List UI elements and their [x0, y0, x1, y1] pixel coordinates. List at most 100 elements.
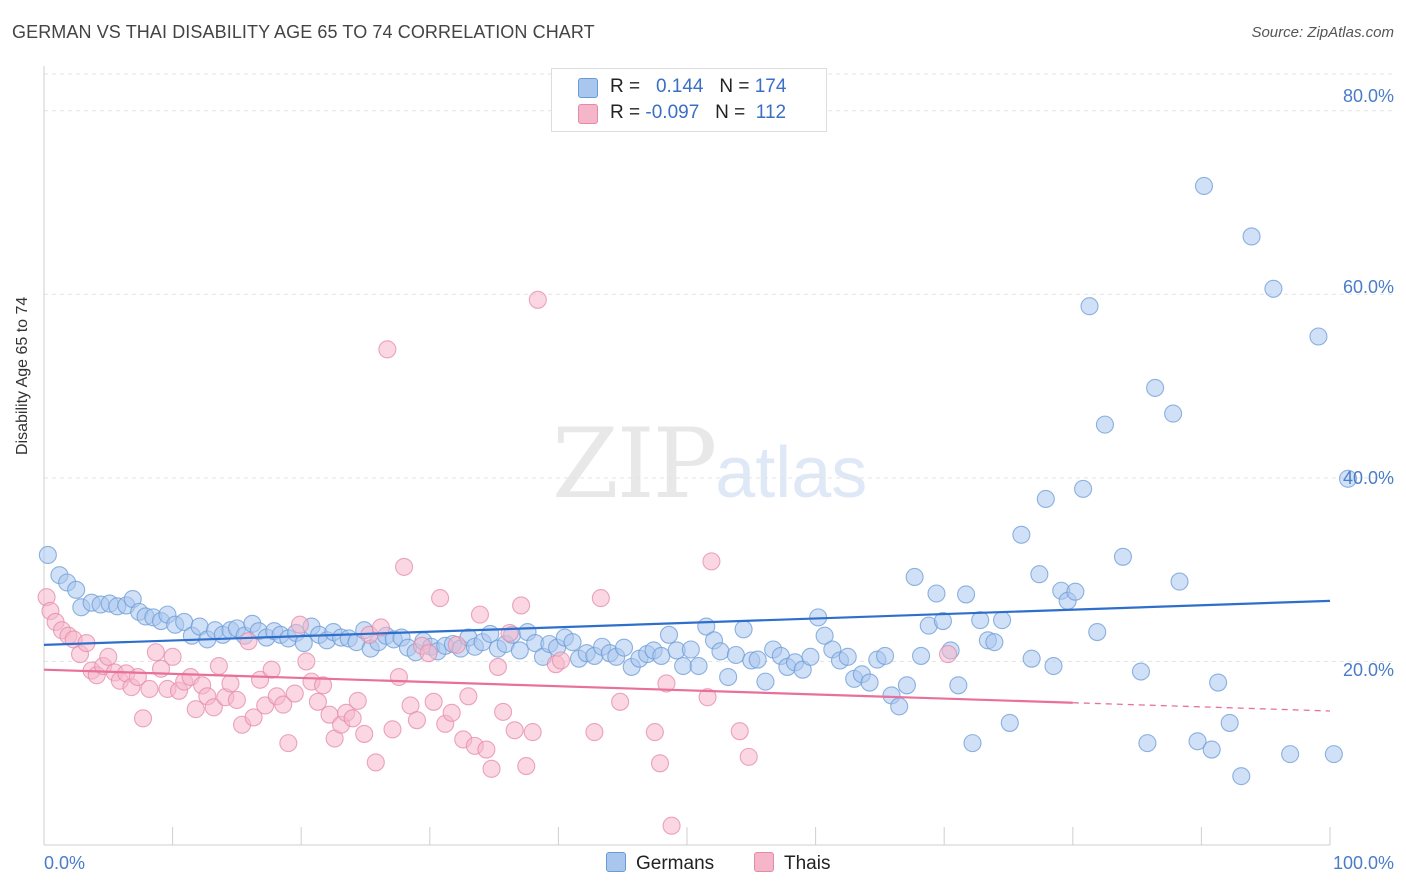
bottom-legend-swatch-thais [754, 852, 774, 872]
point-thais [698, 688, 717, 707]
legend-n-value-germans: 174 [754, 76, 787, 97]
point-thais [494, 702, 513, 721]
legend-r-value-germans: 0.144 [655, 76, 704, 97]
point-thais [702, 552, 721, 571]
point-germans [1209, 673, 1228, 692]
point-thais [290, 615, 309, 634]
legend-n-value-thais: 112 [755, 102, 787, 123]
point-thais [470, 605, 490, 624]
point-germans [674, 656, 693, 676]
point-thais [442, 703, 461, 722]
bottom-legend-label-germans: Germans [636, 853, 715, 874]
point-germans [905, 567, 924, 587]
point-germans [1138, 734, 1157, 753]
point-germans [957, 585, 976, 604]
point-thais [227, 690, 246, 710]
point-germans [1188, 732, 1207, 751]
point-germans [1309, 327, 1328, 346]
legend-n-label: N = [719, 76, 750, 97]
point-germans [563, 633, 582, 652]
point-thais [431, 589, 450, 608]
point-thais [262, 660, 281, 679]
point-thais [528, 290, 547, 309]
x-tick-label-min: 0.0% [44, 853, 86, 873]
point-germans [734, 620, 753, 639]
y-tick-label-80: 80.0% [1342, 86, 1394, 106]
y-axis-label: Disability Age 65 to 74 [14, 296, 31, 455]
point-thais [447, 635, 466, 654]
point-thais [133, 709, 153, 728]
trend-line-thais [43, 668, 1073, 704]
point-germans [1066, 582, 1085, 601]
point-thais [523, 723, 542, 742]
point-germans [890, 697, 909, 716]
y-tick-label-40: 40.0% [1342, 468, 1394, 488]
chart-title: GERMAN VS THAI DISABILITY AGE 65 TO 74 C… [12, 22, 595, 42]
point-thais [459, 687, 478, 706]
legend-n-label: N = [715, 102, 746, 123]
point-thais [407, 711, 426, 730]
point-thais [505, 721, 524, 740]
point-germans [963, 734, 982, 753]
point-thais [274, 695, 293, 714]
trend-line-dashed-thais [1072, 702, 1331, 712]
point-germans [1080, 297, 1099, 316]
point-thais [209, 656, 228, 676]
point-thais [477, 740, 496, 759]
point-thais [657, 674, 676, 693]
point-thais [739, 747, 758, 766]
point-thais [314, 676, 333, 695]
point-thais [204, 698, 223, 717]
y-tick-label-60: 60.0% [1342, 277, 1394, 297]
point-thais [482, 759, 501, 778]
point-thais [308, 692, 327, 711]
point-germans [1131, 662, 1151, 681]
legend-swatch-germans [578, 78, 598, 98]
point-thais [650, 754, 670, 773]
point-germans [1281, 745, 1300, 764]
point-thais [163, 647, 182, 666]
bottom-legend-germans: Germans [606, 852, 714, 875]
point-thais [500, 623, 519, 643]
point-germans [756, 672, 775, 691]
legend-r-label: R = [610, 102, 641, 123]
legend-r-value-thais: -0.097 [645, 102, 700, 123]
point-thais [488, 657, 508, 676]
point-germans [1074, 479, 1093, 498]
point-thais [591, 589, 610, 608]
point-germans [1202, 740, 1221, 759]
point-thais [348, 691, 367, 710]
point-thais [221, 674, 240, 693]
point-thais [419, 644, 438, 663]
point-germans [897, 676, 916, 695]
point-germans [1030, 565, 1049, 584]
point-germans [38, 545, 57, 565]
point-thais [585, 723, 604, 742]
point-thais [939, 645, 958, 664]
point-germans [860, 673, 879, 692]
point-germans [1036, 489, 1055, 509]
point-germans [748, 650, 767, 669]
point-germans [1324, 745, 1343, 764]
point-germans [1264, 279, 1283, 298]
point-germans [1338, 469, 1358, 488]
point-thais [285, 684, 304, 703]
watermark-atlas: atlas [715, 433, 868, 513]
point-thais [355, 724, 374, 743]
point-germans [1095, 415, 1114, 434]
point-germans [801, 647, 820, 666]
source-label: Source: ZipAtlas.com [1251, 24, 1394, 41]
point-thais [146, 643, 165, 662]
point-germans [927, 584, 946, 603]
point-germans [949, 676, 968, 695]
point-thais [389, 667, 408, 687]
watermark-zip: ZIP [552, 408, 717, 520]
point-germans [1170, 572, 1189, 591]
point-germans [1044, 656, 1063, 676]
point-germans [1022, 649, 1041, 668]
trend-line-germans [43, 599, 1331, 647]
point-thais [517, 757, 536, 776]
point-germans [726, 645, 745, 665]
y-tick-label-20: 20.0% [1342, 660, 1394, 680]
point-thais [297, 652, 316, 671]
